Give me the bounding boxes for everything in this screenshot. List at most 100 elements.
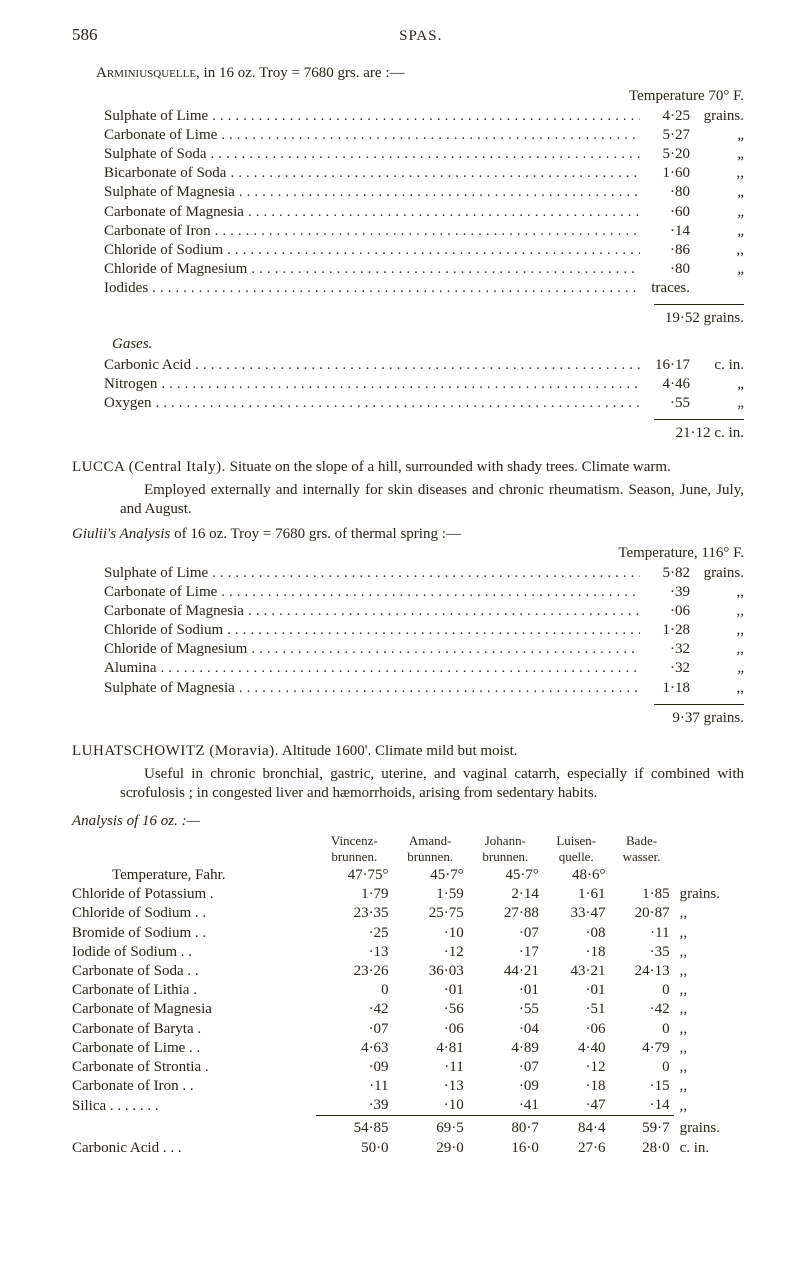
composition-value: 4·25 [640,107,690,126]
table-row: brunnen.brunnen.brunnen.quelle.wasser. [72,849,744,866]
dot-leader: ........................................… [235,679,640,698]
composition-value: ·39 [640,583,690,602]
entry3-title: LUHATSCHOWITZ (Moravia). [72,743,279,759]
composition-unit: „ [690,394,744,413]
table-row: Chloride of Sodium . .23·3525·7527·8833·… [72,904,744,923]
table-row: Carbonate of Lime . .4·634·814·894·404·7… [72,1039,744,1058]
composition-row: Carbonic Acid...........................… [72,356,744,375]
composition-name: Sulphate of Lime [72,107,208,126]
composition-row: Chloride of Magnesium...................… [72,260,744,279]
dot-leader: ........................................… [217,583,640,602]
composition-row: Chloride of Sodium......................… [72,241,744,260]
dot-leader: ........................................… [208,564,640,583]
table-row: Temperature, Fahr.47·75°45·7°45·7°48·6° [72,866,744,885]
table-row: Carbonate of Iron . .·11·13·09·18·15,, [72,1077,744,1096]
table-row: Carbonate of Magnesia·42·56·55·51·42,, [72,1000,744,1019]
entry1-heading-name: Arminiusquelle [96,65,196,81]
composition-unit: ,, [690,621,744,640]
composition-value: ·86 [640,241,690,260]
table-row: Iodide of Sodium . .·13·12·17·18·35,, [72,943,744,962]
composition-row: Alumina.................................… [72,659,744,678]
entry2-total-rule [654,704,744,705]
composition-unit: ,, [690,602,744,621]
composition-row: Nitrogen................................… [72,375,744,394]
composition-row: Sulphate of Magnesia....................… [72,183,744,202]
composition-value: 5·20 [640,145,690,164]
table-row: Silica . . . . . . .·39·10·41·47·14,, [72,1096,744,1116]
dot-leader: ........................................… [207,145,641,164]
composition-unit: „ [690,126,744,145]
entry2: LUCCA (Central Italy). Situate on the sl… [72,458,744,728]
composition-row: Sulphate of Soda........................… [72,145,744,164]
entry1-gases-total-rule [654,419,744,420]
composition-row: Carbonate of Lime.......................… [72,583,744,602]
composition-unit: „ [690,203,744,222]
entry3-title-line: LUHATSCHOWITZ (Moravia). Altitude 1600'.… [72,742,744,761]
composition-unit: ,, [690,164,744,183]
entry3: LUHATSCHOWITZ (Moravia). Altitude 1600'.… [72,742,744,1158]
composition-value: ·32 [640,640,690,659]
composition-value: ·55 [640,394,690,413]
entry1-gases-total: 21·12 c. in. [72,424,744,443]
entry3-rest: Altitude 1600'. Climate mild but moist. [279,743,518,759]
entry2-title-line: LUCCA (Central Italy). Situate on the sl… [72,458,744,477]
entry2-composition: Sulphate of Lime........................… [72,564,744,698]
composition-name: Sulphate of Soda [72,145,207,164]
composition-value: 5·82 [640,564,690,583]
composition-row: Oxygen..................................… [72,394,744,413]
composition-value: 1·28 [640,621,690,640]
composition-unit: ,, [690,241,744,260]
entry2-temperature: Temperature, 116° F. [72,544,744,563]
table-row: Bromide of Sodium . .·25·10·07·08·11,, [72,924,744,943]
composition-row: Bicarbonate of Soda.....................… [72,164,744,183]
dot-leader: ........................................… [223,621,640,640]
composition-row: Iodides.................................… [72,279,744,298]
dot-leader: ........................................… [235,183,640,202]
composition-unit: grains. [690,564,744,583]
table-row: 54·8569·580·784·459·7grains. [72,1119,744,1138]
composition-value: ·60 [640,203,690,222]
dot-leader: ........................................… [148,279,640,298]
dot-leader: ........................................… [191,356,640,375]
composition-unit: „ [690,375,744,394]
entry1-heading-rest: , in 16 oz. Troy = 7680 grs. are :— [196,65,404,81]
composition-row: Carbonate of Magnesia...................… [72,203,744,222]
composition-name: Iodides [72,279,148,298]
entry1-total: 19·52 grains. [72,309,744,328]
composition-value: ·32 [640,659,690,678]
composition-row: Sulphate of Magnesia....................… [72,679,744,698]
entry3-analysis-head: Analysis of 16 oz. :— [72,812,744,831]
composition-value: traces. [640,279,690,298]
composition-row: Carbonate of Magnesia...................… [72,602,744,621]
composition-value: ·80 [640,260,690,279]
composition-unit: „ [690,260,744,279]
dot-leader: ........................................… [157,375,640,394]
table-row: Carbonic Acid . . .50·029·016·027·628·0c… [72,1139,744,1158]
composition-value: ·06 [640,602,690,621]
entry2-analysis-head-rest: of 16 oz. Troy = 7680 grs. of thermal sp… [170,526,461,542]
table-row: Carbonate of Lithia .0·01·01·010,, [72,981,744,1000]
dot-leader: ........................................… [226,164,640,183]
composition-name: Carbonate of Magnesia [72,203,244,222]
table-row: Vincenz-Amand-Johann-Luisen-Bade- [72,833,744,850]
entry2-para: Employed externally and internally for s… [72,481,744,519]
composition-unit: grains. [690,107,744,126]
composition-unit: „ [690,222,744,241]
table-row: Carbonate of Soda . .23·2636·0344·2143·2… [72,962,744,981]
entry3-para: Useful in chronic bronchial, gastric, ut… [72,765,744,803]
composition-unit: c. in. [690,356,744,375]
entry2-rest: Situate on the slope of a hill, surround… [226,459,671,475]
composition-name: Carbonate of Magnesia [72,602,244,621]
composition-name: Carbonic Acid [72,356,191,375]
composition-value: 16·17 [640,356,690,375]
entry1-temperature: Temperature 70° F. [72,87,744,106]
dot-leader: ........................................… [247,640,640,659]
composition-name: Sulphate of Magnesia [72,183,235,202]
composition-name: Chloride of Sodium [72,621,223,640]
running-head: 586 SPAS. [72,24,744,46]
entry2-analysis-head: Giulii's Analysis of 16 oz. Troy = 7680 … [72,525,744,544]
table-row: Chloride of Potassium .1·791·592·141·611… [72,885,744,904]
page-number: 586 [72,24,98,46]
composition-name: Oxygen [72,394,152,413]
composition-row: Chloride of Sodium......................… [72,621,744,640]
